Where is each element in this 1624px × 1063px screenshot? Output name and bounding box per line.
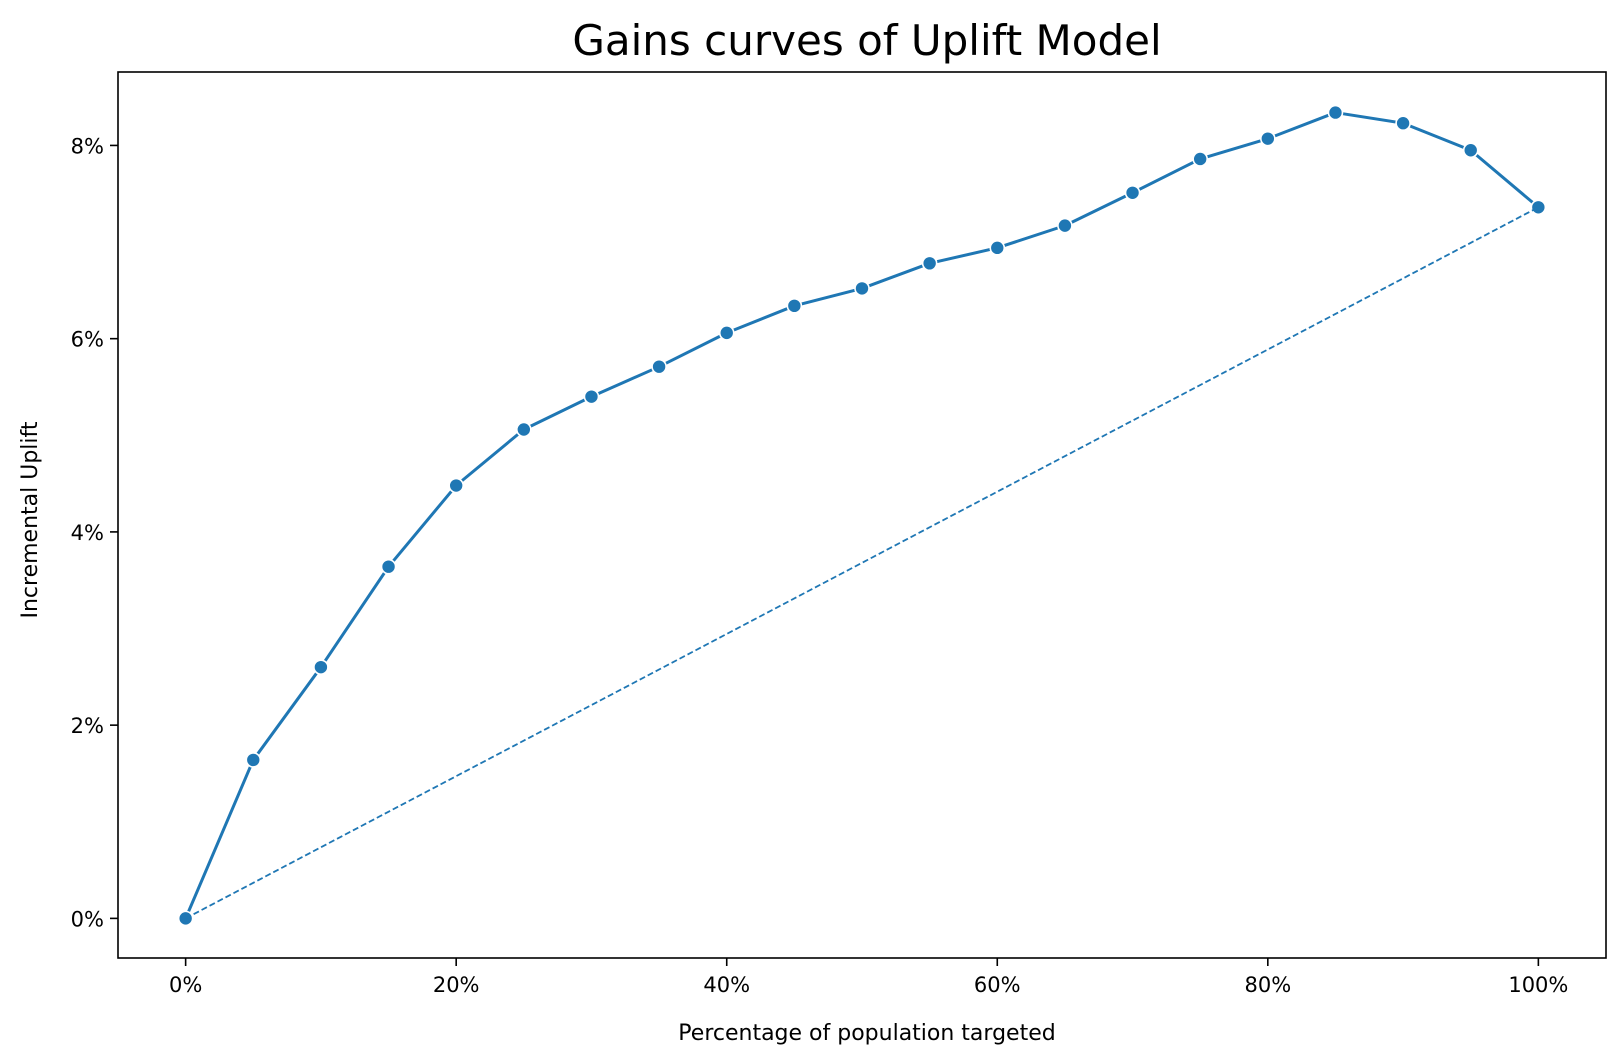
gains-curve-point xyxy=(786,298,803,314)
x-axis-label: Percentage of population targeted xyxy=(678,1021,1055,1046)
gains-curve-point xyxy=(1260,130,1276,147)
plot-frame xyxy=(117,71,1607,959)
gains-curve-point xyxy=(651,358,667,375)
gains-curve-point xyxy=(1462,142,1479,159)
y-tick-label: 0% xyxy=(71,907,104,931)
gains-curve-point xyxy=(380,558,397,575)
gains-curve-point xyxy=(245,752,262,768)
y-axis-label: Incremental Uplift xyxy=(18,421,43,618)
y-tick-label: 8% xyxy=(71,134,104,158)
gains-curve-point xyxy=(921,255,938,272)
x-tick-label: 20% xyxy=(433,973,480,997)
x-tick-label: 100% xyxy=(1508,973,1568,997)
gains-curve-point xyxy=(448,477,464,494)
gains-curve-point xyxy=(177,910,194,927)
plot-area: 0% 20% 40% 60% 80% 100% 0% 2% 4% 6% 8% xyxy=(71,71,1607,997)
gains-curve-point xyxy=(1327,104,1344,121)
chart-title: Gains curves of Uplift Model xyxy=(572,16,1161,65)
gains-curve-line xyxy=(184,111,1540,919)
x-tick-label: 40% xyxy=(703,973,750,997)
gains-curve-point xyxy=(718,325,735,341)
gains-curve-point xyxy=(1192,151,1208,167)
x-tick-label: 0% xyxy=(169,973,202,997)
x-tick-label: 60% xyxy=(974,973,1021,997)
gains-curve-point xyxy=(1395,115,1411,132)
gains-curve-point xyxy=(989,240,1006,256)
y-tick-label: 6% xyxy=(71,328,104,352)
y-tick-label: 4% xyxy=(71,521,104,545)
gains-curve-point xyxy=(854,280,870,297)
gains-curve-point xyxy=(1124,184,1141,201)
gains-curve-point xyxy=(1057,217,1073,234)
gains-curve-point xyxy=(583,388,600,405)
y-tick-label: 2% xyxy=(71,714,104,738)
gains-curve-point xyxy=(516,421,532,438)
baseline-dashed-line xyxy=(185,206,1539,920)
gains-curve-point xyxy=(1530,199,1547,216)
x-tick-label: 80% xyxy=(1244,973,1291,997)
gains-curve-point xyxy=(313,659,329,675)
